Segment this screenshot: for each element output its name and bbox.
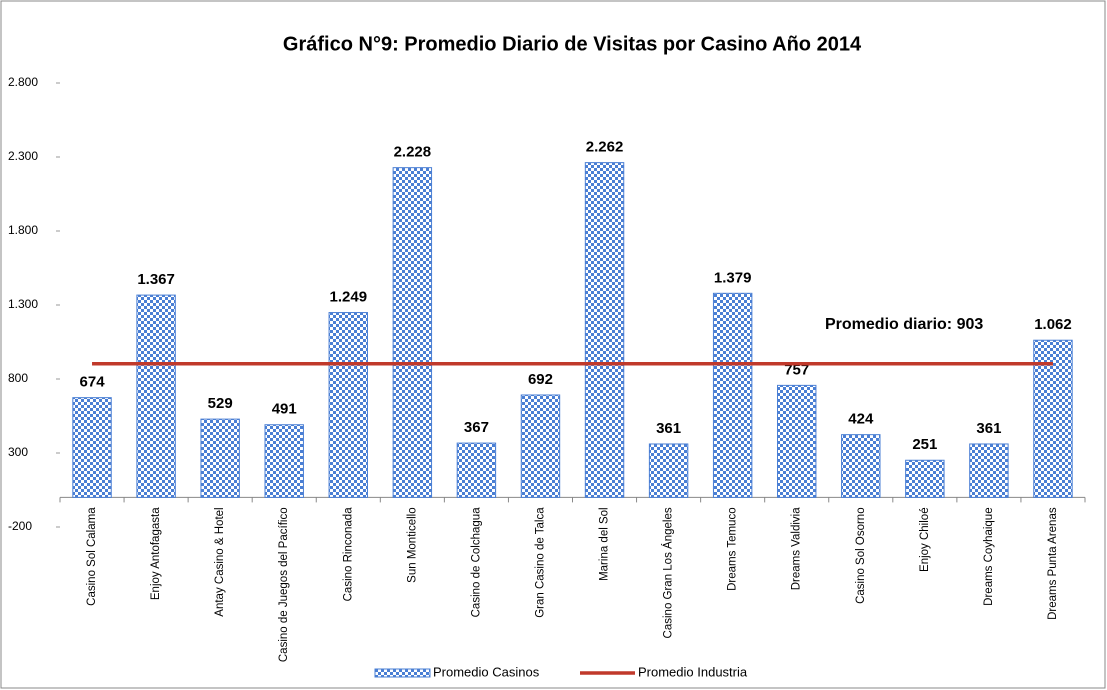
legend-swatch — [374, 668, 431, 678]
bar — [264, 424, 304, 498]
bar — [648, 443, 689, 498]
x-tick-label: Enjoy Chiloé — [919, 507, 931, 572]
data-label: 1.062 — [1034, 316, 1072, 333]
bar — [392, 167, 433, 498]
legend-label: Promedio Casinos — [433, 664, 540, 679]
x-tick-label: Casino Rinconada — [342, 507, 354, 602]
x-tick-label: Casino Sol Osorno — [855, 507, 867, 604]
data-label: 424 — [848, 411, 874, 428]
bar — [584, 162, 625, 498]
x-tick-label: Casino Sol Calama — [86, 507, 98, 606]
bar — [72, 397, 112, 498]
data-label: 2.228 — [394, 144, 432, 161]
annotation: Promedio diario: 903 — [825, 316, 983, 333]
x-tick-label: Antay Casino & Hotel — [214, 507, 226, 616]
bar — [905, 459, 945, 498]
x-tick-label: Casino de Colchagua — [470, 507, 482, 618]
bar — [520, 394, 561, 498]
data-label: 692 — [528, 371, 553, 388]
x-tick-label: Gran Casino de Talca — [535, 507, 547, 618]
x-tick-label: Casino Gran Los Ángeles — [662, 507, 675, 638]
bar — [712, 292, 753, 498]
data-label: 361 — [656, 420, 681, 437]
legend-label: Promedio Industria — [638, 664, 748, 679]
bar — [1033, 339, 1073, 498]
x-tick-label: Dreams Temuco — [727, 507, 739, 591]
x-tick-label: Dreams Punta Arenas — [1047, 507, 1059, 620]
y-tick-label: 1.300 — [8, 297, 38, 311]
x-tick-label: Enjoy Antofagasta — [150, 507, 162, 600]
bar — [136, 294, 176, 498]
x-tick-label: Casino de Juegos del Pacífico — [278, 507, 290, 662]
bar — [456, 442, 497, 498]
data-label: 251 — [912, 436, 937, 453]
y-tick-label: -200 — [8, 519, 32, 533]
bar — [777, 384, 817, 498]
y-tick-label: 1.800 — [8, 223, 38, 237]
x-tick-label: Dreams Valdivia — [791, 507, 803, 590]
bar — [328, 312, 368, 498]
data-label: 757 — [784, 361, 809, 378]
data-label: 1.379 — [714, 269, 752, 286]
y-tick-label: 2.800 — [8, 75, 38, 89]
y-tick-label: 800 — [8, 371, 28, 385]
y-tick-label: 2.300 — [8, 149, 38, 163]
bar — [200, 418, 240, 498]
x-tick-label: Marina del Sol — [599, 507, 611, 581]
data-label: 529 — [208, 395, 233, 412]
bar — [969, 443, 1009, 498]
data-label: 674 — [80, 374, 106, 391]
data-label: 2.262 — [586, 139, 624, 156]
chart-title: Gráfico N°9: Promedio Diario de Visitas … — [283, 33, 862, 55]
data-label: 367 — [464, 419, 489, 436]
data-label: 1.367 — [137, 271, 175, 288]
x-tick-label: Sun Monticello — [406, 507, 418, 582]
y-tick-label: 300 — [8, 445, 28, 459]
x-tick-label: Dreams Coyhaique — [983, 507, 995, 605]
data-label: 361 — [976, 420, 1001, 437]
data-label: 1.249 — [330, 289, 368, 306]
bar — [841, 434, 881, 498]
data-label: 491 — [272, 401, 297, 418]
